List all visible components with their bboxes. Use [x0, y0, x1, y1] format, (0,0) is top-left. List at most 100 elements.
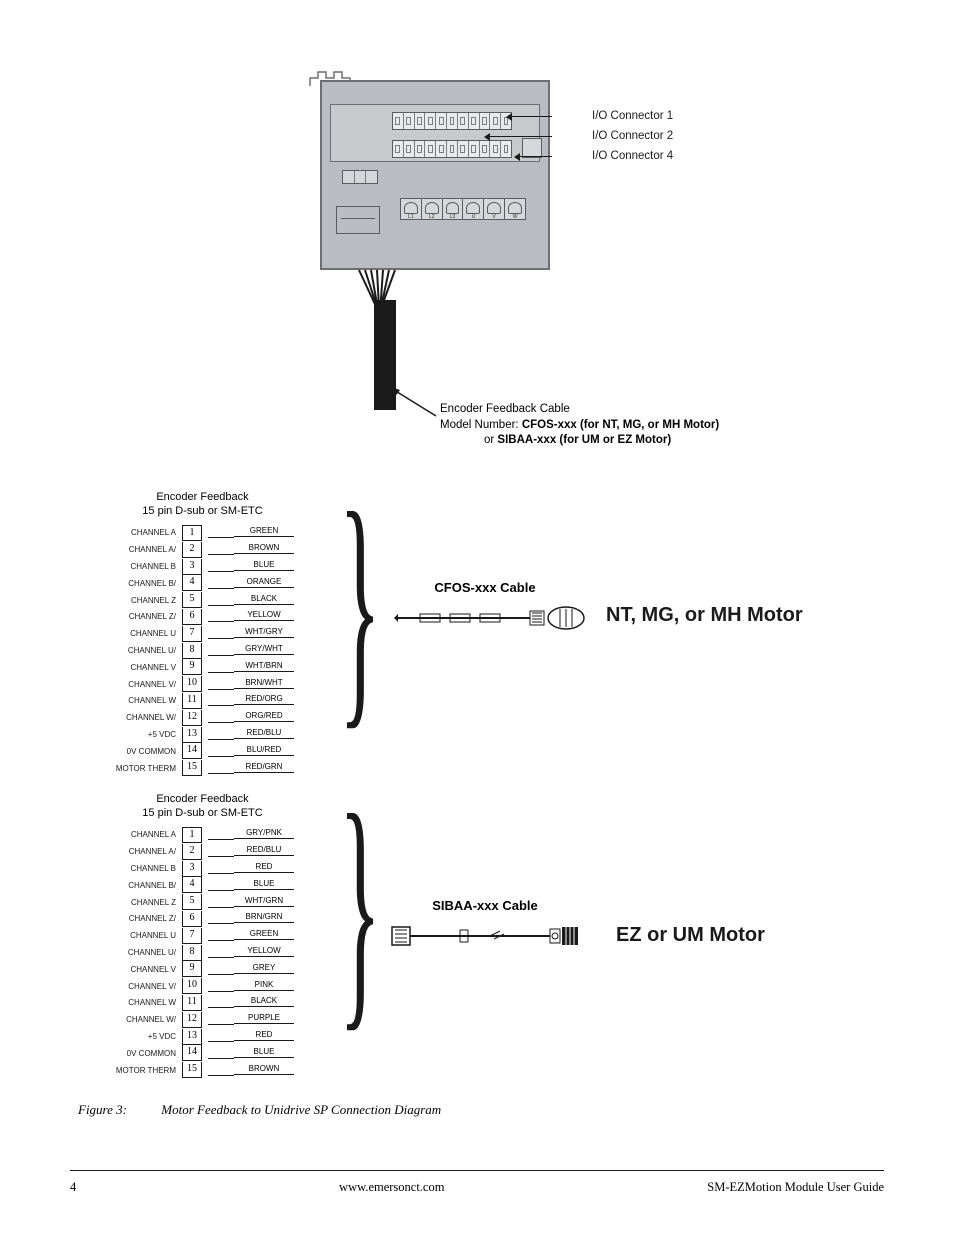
pin-channel-name: CHANNEL A — [110, 830, 182, 839]
pin-wire-color: WHT/GRN — [234, 896, 294, 907]
pin-wire-color: ORANGE — [234, 577, 294, 588]
pin-wire-line — [208, 957, 234, 958]
pin-row: CHANNEL A/2BROWN — [110, 541, 295, 558]
pin-wire-line — [208, 537, 234, 538]
pin-row: CHANNEL V/10 PINK — [110, 978, 295, 995]
pin-number: 5 — [182, 894, 202, 910]
pin-row: CHANNEL Z/6BRN/GRN — [110, 911, 295, 928]
pin-channel-name: CHANNEL U/ — [110, 646, 182, 655]
pin-channel-name: CHANNEL V — [110, 663, 182, 672]
pin-channel-name: CHANNEL U — [110, 931, 182, 940]
motor-label-nt: NT, MG, or MH Motor — [606, 604, 803, 627]
cfos-cable-icon — [390, 603, 590, 633]
pin-wire-color: RED/ORG — [234, 694, 294, 705]
pin-wire-line — [208, 705, 234, 706]
pin-number: 4 — [182, 575, 202, 591]
pin-wire-line — [208, 588, 234, 589]
callout-line — [520, 156, 552, 157]
pin-wire-line — [208, 739, 234, 740]
pin-row: CHANNEL Z5BLACK — [110, 592, 295, 609]
pin-channel-name: CHANNEL Z/ — [110, 914, 182, 923]
pin-wire-line — [208, 638, 234, 639]
pin-wire-color: BROWN — [234, 543, 294, 554]
pin-wire-color: GRY/WHT — [234, 644, 294, 655]
pin-row: CHANNEL V9 GREY — [110, 961, 295, 978]
pin-wire-color: BROWN — [234, 1064, 294, 1075]
pin-wire-line — [208, 1075, 234, 1076]
pin-number: 14 — [182, 1045, 202, 1061]
pin-wire-line — [208, 940, 234, 941]
callout-line — [490, 136, 552, 137]
pin-wire-color: YELLOW — [234, 610, 294, 621]
power-terminal: L2 — [422, 199, 443, 219]
pin-channel-name: CHANNEL Z — [110, 898, 182, 907]
pin-wire-color: BLACK — [234, 594, 294, 605]
pin-channel-name: CHANNEL Z — [110, 596, 182, 605]
pin-number: 8 — [182, 945, 202, 961]
cfos-cable-title: CFOS-xxx Cable — [390, 580, 580, 595]
feedback-line1: Encoder Feedback Cable — [440, 402, 719, 418]
pin-wire-color: PINK — [234, 980, 294, 991]
pin-wire-line — [208, 689, 234, 690]
pinout-table-sibaa: Encoder Feedback 15 pin D-sub or SM-ETC … — [110, 792, 295, 1079]
pin-row: CHANNEL A1GRY/PNK — [110, 827, 295, 844]
pin-number: 15 — [182, 760, 202, 776]
figure-number: Figure 3: — [78, 1102, 158, 1118]
power-terminal: L1 — [401, 199, 422, 219]
pin-row: CHANNEL U7 GREEN — [110, 927, 295, 944]
pin-row: CHANNEL B/4 ORANGE — [110, 575, 295, 592]
pin-number: 3 — [182, 861, 202, 877]
pin-number: 2 — [182, 542, 202, 558]
pin-number: 6 — [182, 911, 202, 927]
footer-url: www.emersonct.com — [339, 1180, 444, 1195]
pin-number: 10 — [182, 978, 202, 994]
pin-row: CHANNEL W11BLACK — [110, 995, 295, 1012]
pin-wire-color: GREEN — [234, 526, 294, 537]
pin-wire-line — [208, 722, 234, 723]
pin-wire-line — [208, 773, 234, 774]
pin-wire-color: GREEN — [234, 929, 294, 940]
pin-channel-name: CHANNEL B/ — [110, 579, 182, 588]
power-terminal: L3 — [443, 199, 464, 219]
pin-wire-line — [208, 873, 234, 874]
pin-channel-name: CHANNEL W/ — [110, 1015, 182, 1024]
footer-doc-title: SM-EZMotion Module User Guide — [707, 1180, 884, 1195]
pin-wire-color: WHT/GRY — [234, 627, 294, 638]
pin-wire-color: PURPLE — [234, 1013, 294, 1024]
sibaa-cable-block: SIBAA-xxx Cable — [390, 898, 590, 956]
pin-number: 7 — [182, 928, 202, 944]
pin-channel-name: +5 VDC — [110, 1032, 182, 1041]
pin-number: 12 — [182, 710, 202, 726]
pin-channel-name: CHANNEL Z/ — [110, 612, 182, 621]
pin-number: 9 — [182, 961, 202, 977]
pin-wire-color: BLUE — [234, 560, 294, 571]
pin-wire-color: GREY — [234, 963, 294, 974]
pin-row: CHANNEL B/4BLUE — [110, 877, 295, 894]
pin-number: 13 — [182, 727, 202, 743]
footer-rule — [70, 1170, 884, 1171]
pin-wire-line — [208, 856, 234, 857]
pin-channel-name: +5 VDC — [110, 730, 182, 739]
pin-wire-color: ORG/RED — [234, 711, 294, 722]
pin-row: CHANNEL B3BLUE — [110, 558, 295, 575]
pin-number: 4 — [182, 877, 202, 893]
feedback-cable-label: Encoder Feedback Cable Model Number: CFO… — [440, 402, 719, 449]
pin-wire-line — [208, 991, 234, 992]
power-terminal-row: L1L2L3UVW — [400, 198, 526, 220]
pin-wire-color: BRN/WHT — [234, 678, 294, 689]
pin-wire-line — [208, 672, 234, 673]
pin-wire-color: RED — [234, 862, 294, 873]
pin-row: MOTOR THERM15BROWN — [110, 1062, 295, 1079]
pin-number: 10 — [182, 676, 202, 692]
pin-wire-line — [208, 605, 234, 606]
power-terminal: V — [484, 199, 505, 219]
pin-wire-color: RED — [234, 1030, 294, 1041]
pin-wire-line — [208, 1024, 234, 1025]
pin-number: 8 — [182, 643, 202, 659]
pin-row: CHANNEL U/8 GRY/WHT — [110, 642, 295, 659]
pin-number: 15 — [182, 1062, 202, 1078]
pin-wire-color: YELLOW — [234, 946, 294, 957]
pin-channel-name: CHANNEL V/ — [110, 982, 182, 991]
pin-channel-name: CHANNEL V — [110, 965, 182, 974]
pin-number: 9 — [182, 659, 202, 675]
